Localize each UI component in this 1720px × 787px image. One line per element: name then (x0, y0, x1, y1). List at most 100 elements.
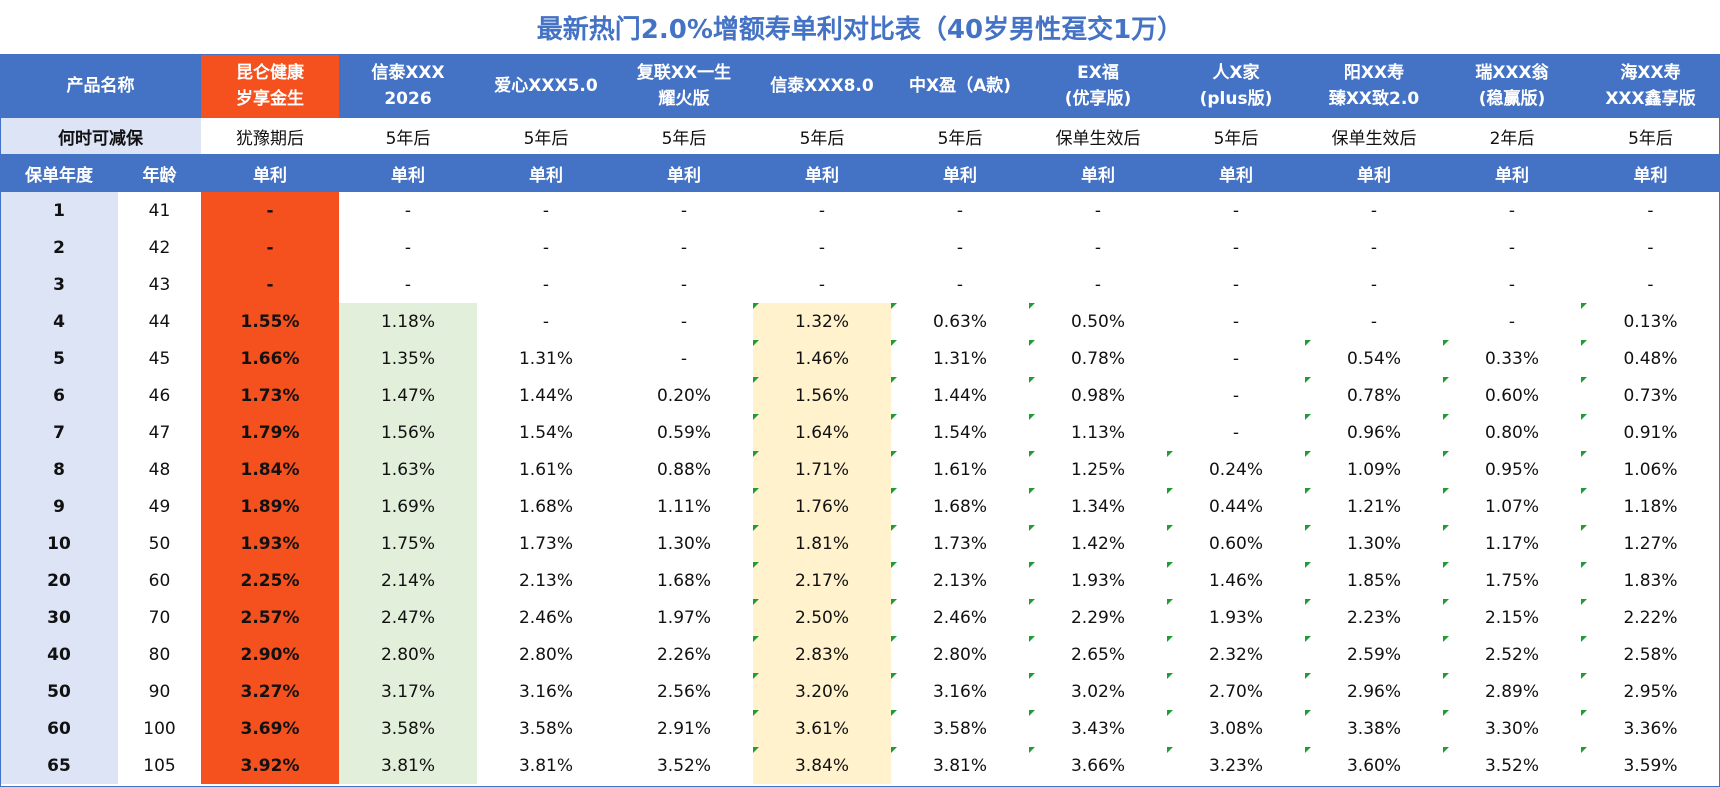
rate-cell: 1.68% (656, 570, 711, 591)
rate-cell: 3.27% (201, 673, 339, 710)
rate-cell: - (201, 266, 339, 303)
unit-header: 单利 (477, 154, 615, 192)
rate-cell: 2.56% (656, 681, 711, 702)
rate-cell: 1.30% (1305, 525, 1443, 562)
rate-cell: 1.61% (518, 459, 573, 480)
table-row: 3 43 - - - - - - - - - - - (0, 266, 1720, 303)
rate-cell: 3.81% (891, 747, 1029, 784)
rate-cell: - (1647, 237, 1654, 258)
rate-cell: 3.52% (656, 755, 711, 776)
rate-cell: 3.16% (518, 681, 573, 702)
rate-cell: - (542, 274, 550, 295)
rate-cell: 1.64% (753, 414, 891, 451)
rate-cell: - (956, 274, 964, 295)
rate-cell: - (1232, 237, 1240, 258)
rate-cell: - (201, 192, 339, 229)
year-header: 保单年度 (0, 154, 118, 192)
rate-cell: 3.66% (1029, 747, 1167, 784)
rate-cell: - (1232, 274, 1240, 295)
unit-header: 单利 (1581, 154, 1720, 192)
corner-header: 产品名称 (0, 54, 201, 118)
reduction-value: 5年后 (615, 118, 753, 154)
rate-cell: 1.84% (201, 451, 339, 488)
unit-header: 单利 (891, 154, 1029, 192)
age-cell: 70 (148, 607, 171, 628)
rate-cell: 1.79% (201, 414, 339, 451)
policy-year-cell: 30 (0, 599, 118, 636)
unit-header: 单利 (753, 154, 891, 192)
product-header-6: 中X盈（A款) (891, 54, 1029, 118)
rate-cell: 1.75% (1443, 562, 1581, 599)
rate-cell: - (1232, 422, 1240, 443)
rate-cell: 2.52% (1443, 636, 1581, 673)
header-row: 产品名称 昆仑健康 岁享金生 信泰XXX 2026 爱心XXX5.0 复联XX一生 耀火版信… (0, 54, 1720, 118)
reduction-value: 2年后 (1443, 118, 1581, 154)
rate-cell: 2.26% (656, 644, 711, 665)
product-header-2: 信泰XXX 2026 (339, 54, 477, 118)
rate-cell: 1.68% (518, 496, 573, 517)
product-name-line: (plus版) (1199, 89, 1273, 109)
table-row: 7 47 1.79% 1.56% 1.54% 0.59% 1.64% 1.54% 1.13% -0… (0, 414, 1720, 451)
policy-year-cell: 1 (0, 192, 118, 229)
reduction-value: 5年后 (1167, 118, 1305, 154)
rate-cell: - (680, 311, 688, 332)
unit-header: 单利 (1029, 154, 1167, 192)
rate-cell: 3.17% (339, 673, 477, 710)
product-name-line: 2026 (384, 89, 432, 109)
rate-cell: 2.90% (201, 636, 339, 673)
policy-year-cell: 9 (0, 488, 118, 525)
rate-cell: 3.58% (518, 718, 573, 739)
rate-cell: 2.91% (656, 718, 711, 739)
rate-cell: - (1232, 200, 1240, 221)
rate-cell: - (1232, 385, 1240, 406)
product-header-5: 信泰XXX8.0 (753, 54, 891, 118)
rate-cell: 3.36% (1581, 710, 1720, 747)
product-header-3: 爱心XXX5.0 (477, 54, 615, 118)
reduction-value: 5年后 (1581, 118, 1720, 154)
rate-cell: 2.80% (518, 644, 573, 665)
rate-cell: 2.25% (201, 562, 339, 599)
rate-cell: - (1370, 237, 1378, 258)
rate-cell: 1.17% (1443, 525, 1581, 562)
product-header-9: 阳XX寿 臻XX致2.0 (1305, 54, 1443, 118)
rate-cell: - (1647, 274, 1654, 295)
rate-cell: 1.07% (1443, 488, 1581, 525)
table-row: 60 100 3.69% 3.58% 3.58% 2.91% 3.61% 3.58% 3.43%… (0, 710, 1720, 747)
rate-cell: 1.83% (1581, 562, 1720, 599)
rate-cell: 1.21% (1305, 488, 1443, 525)
rate-cell: 0.48% (1581, 340, 1720, 377)
subheader-row: 保单年度 年龄 单利 单利 单利 单利 单利 单利 单利 单利 单利 单利 单利 (0, 154, 1720, 192)
unit-header: 单利 (1443, 154, 1581, 192)
product-name-line: 复联XX一生 (636, 63, 732, 83)
policy-year-cell: 6 (0, 377, 118, 414)
rate-cell: - (680, 348, 688, 369)
rate-cell: 3.08% (1167, 710, 1305, 747)
rate-cell: 1.93% (1167, 599, 1305, 636)
rate-cell: 1.63% (339, 451, 477, 488)
policy-year-cell: 4 (0, 303, 118, 340)
rate-cell: - (956, 200, 964, 221)
product-header-7: EX福 (优享版) (1029, 54, 1167, 118)
rate-cell: 0.20% (656, 385, 711, 406)
product-name-line: (稳赢版) (1478, 89, 1546, 109)
age-cell: 48 (148, 459, 171, 480)
rate-cell: 1.73% (201, 377, 339, 414)
rate-cell: 2.29% (1029, 599, 1167, 636)
rate-cell: - (1094, 200, 1102, 221)
rate-cell: 1.35% (339, 340, 477, 377)
rate-cell: 3.60% (1305, 747, 1443, 784)
rate-cell: - (1647, 200, 1654, 221)
rate-cell: 2.32% (1167, 636, 1305, 673)
rate-cell: - (1094, 274, 1102, 295)
product-name-line: EX福 (1077, 63, 1119, 83)
rate-cell: 2.23% (1305, 599, 1443, 636)
policy-year-cell: 50 (0, 673, 118, 710)
reduction-value: 5年后 (339, 118, 477, 154)
product-name-line: 瑞XXX翁 (1475, 63, 1549, 83)
reduction-value: 保单生效后 (1029, 118, 1167, 154)
policy-year-cell: 7 (0, 414, 118, 451)
age-cell: 47 (148, 422, 171, 443)
rate-cell: - (542, 237, 550, 258)
rate-cell: 0.96% (1305, 414, 1443, 451)
rate-cell: 1.11% (656, 496, 711, 517)
